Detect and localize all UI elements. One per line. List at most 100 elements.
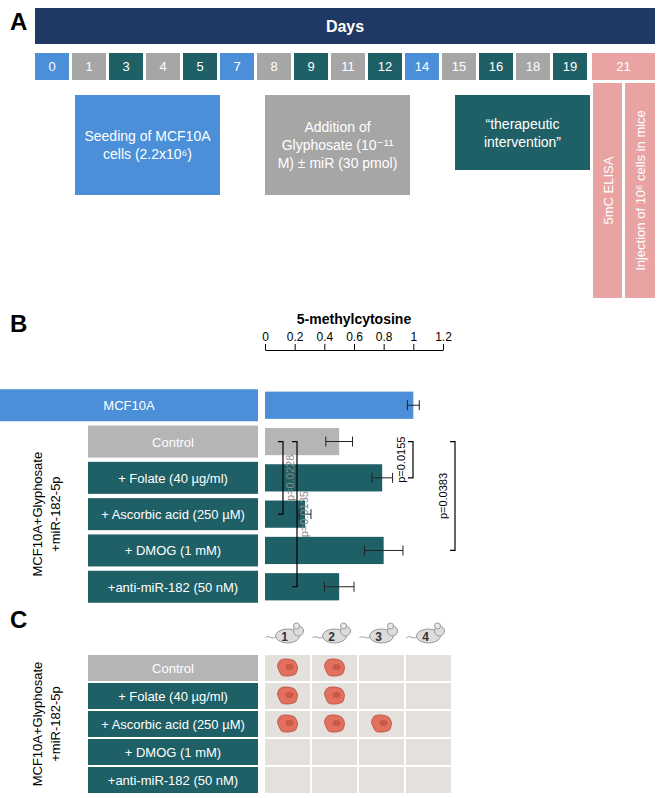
mouse-number: 3	[375, 630, 382, 644]
tumor	[371, 715, 391, 732]
step-box	[75, 95, 220, 195]
error-bar	[326, 437, 353, 447]
day-box	[516, 53, 550, 80]
tick: 0	[262, 330, 269, 350]
tumor-shade	[286, 692, 294, 698]
bar	[265, 392, 413, 419]
p-value: p=0.0228	[284, 455, 296, 501]
step-box	[593, 83, 622, 298]
p-value: p=0.0155	[395, 437, 407, 483]
cell	[265, 655, 310, 681]
day-label: 16	[489, 59, 503, 74]
row-box	[88, 739, 258, 765]
tumor-shade	[286, 664, 294, 670]
mouse-number: 2	[328, 630, 335, 644]
row-box	[88, 767, 258, 793]
tumor	[324, 659, 344, 676]
cell	[265, 711, 310, 737]
tumor-group	[277, 715, 297, 732]
day-label: 15	[452, 59, 466, 74]
mouse-icon	[266, 623, 304, 643]
panel-label: C	[10, 606, 27, 633]
row-label: + Folate (40 µg/ml)	[118, 689, 228, 704]
tick-mark	[324, 344, 325, 350]
tick: 0.2	[287, 330, 304, 350]
day-label: 0	[48, 59, 55, 74]
cell	[265, 739, 310, 765]
tick-label: 0	[262, 330, 269, 344]
category-box	[0, 389, 258, 421]
row-label: +anti-miR-182 (50 nM)	[108, 773, 238, 788]
day-label: 12	[378, 59, 392, 74]
category-label: +anti-miR-182 (50 nM)	[108, 580, 238, 595]
significance-bracket	[292, 442, 297, 587]
cell	[359, 683, 404, 709]
day-label: 4	[159, 59, 166, 74]
tumor	[277, 687, 297, 704]
error-bar	[407, 400, 419, 410]
category-label: MCF10A	[103, 398, 155, 413]
axis-line	[266, 350, 444, 351]
day-box	[331, 53, 365, 80]
mouse-tail	[407, 637, 418, 638]
mouse-tail	[313, 637, 324, 638]
error-bar	[372, 473, 393, 483]
day-box	[35, 53, 69, 80]
tick: 0.4	[316, 330, 333, 350]
step-text: Injection of 10⁶ cells in mice	[633, 110, 648, 271]
mouse-ear	[294, 623, 300, 629]
day-label: 11	[341, 59, 355, 74]
cell	[406, 767, 451, 793]
day-label: 8	[270, 59, 277, 74]
day-label: 21	[616, 59, 630, 74]
tumor-shade	[333, 664, 341, 670]
category-label: + Ascorbic acid (250 µM)	[101, 507, 245, 522]
tumor-shade	[333, 720, 341, 726]
figure: ABCDays013457891112141516181921Seeding o…	[0, 0, 661, 798]
mouse-number: 4	[422, 630, 429, 644]
tumor-shade	[333, 692, 341, 698]
mouse-icon	[360, 623, 398, 643]
p-value: p=0.0135	[298, 491, 310, 537]
tumor-group	[371, 715, 391, 732]
day-box	[368, 53, 402, 80]
days-header	[35, 8, 655, 44]
group-label: +miR-182-5p	[48, 686, 63, 762]
cell	[359, 655, 404, 681]
tumor-shade	[380, 720, 388, 726]
day-box	[405, 53, 439, 80]
cell	[312, 655, 357, 681]
row-box	[88, 655, 258, 681]
day-box	[146, 53, 180, 80]
row-label: Control	[152, 661, 194, 676]
figure-svg: ABCDays013457891112141516181921Seeding o…	[0, 0, 661, 798]
tick: 0.8	[376, 330, 393, 350]
tick-mark	[413, 344, 414, 350]
tick: 0.6	[346, 330, 363, 350]
panel-label: A	[10, 8, 27, 35]
cell	[359, 767, 404, 793]
x-axis: 00.20.40.60.811.2	[262, 330, 452, 351]
tumor	[277, 659, 297, 676]
panel-label: B	[10, 310, 27, 337]
step-text: Seeding of MCF10A	[84, 128, 211, 144]
row-box	[88, 711, 258, 737]
tick-label: 0.8	[376, 330, 393, 344]
tick: 1.2	[435, 330, 452, 350]
tick-mark	[295, 344, 296, 350]
step-text: Addition of	[304, 119, 370, 135]
tick-label: 0.6	[346, 330, 363, 344]
group-label: MCF10A+Glyphosate	[30, 662, 45, 787]
annotations: p=0.0155p=0.0383p=0.0228p=0.0135	[278, 437, 455, 587]
significance-bracket	[278, 442, 283, 515]
tumor	[277, 715, 297, 732]
row-label: + DMOG (1 mM)	[125, 745, 221, 760]
tumor-group	[324, 659, 344, 676]
mouse-ear	[388, 623, 394, 629]
day-label: 7	[233, 59, 240, 74]
day-box	[553, 53, 587, 80]
category-box	[88, 426, 258, 458]
step-text: M) ± miR (30 pmol)	[278, 155, 398, 171]
day-box	[183, 53, 217, 80]
row-label: + Ascorbic acid (250 µM)	[101, 717, 245, 732]
